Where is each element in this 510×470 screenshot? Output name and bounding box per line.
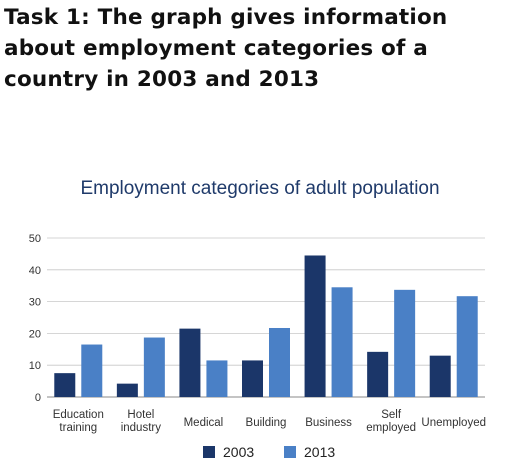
y-tick-label: 20	[29, 328, 41, 340]
legend-swatch-2003	[203, 446, 215, 458]
task-heading: Task 1: The graph gives information abou…	[4, 5, 448, 92]
bar-2003-unemployed	[429, 355, 451, 397]
bar-2013-medical	[206, 360, 228, 397]
y-tick-label: 0	[35, 392, 41, 404]
y-axis-tick-labels: 0 10 20 30 40 50	[29, 233, 41, 404]
y-tick-label: 30	[29, 297, 41, 309]
legend-label-2013: 2013	[304, 444, 336, 460]
x-category-label: Medical	[184, 417, 224, 429]
bar-2013-hotel-industry	[143, 337, 165, 397]
legend-swatch-2013	[284, 446, 296, 458]
x-category-label: Unemployed	[421, 417, 486, 429]
bar-2003-building	[242, 360, 263, 397]
bar-2003-education-training	[54, 373, 76, 397]
y-tick-label: 50	[29, 233, 41, 245]
x-category-label: Hotel industry	[121, 409, 162, 434]
bar-2013-building	[269, 327, 290, 397]
x-category-label: Building	[246, 417, 287, 429]
bar-2003-medical	[179, 328, 201, 397]
legend-label-2003: 2003	[223, 444, 255, 460]
bar-2003-hotel-industry	[116, 383, 138, 397]
legend-item-2003: 2003	[203, 444, 254, 460]
bars	[54, 255, 478, 397]
x-category-label: Self employed	[366, 409, 416, 434]
bar-2003-self-employed	[367, 351, 389, 397]
chart-title: Employment categories of adult populatio…	[80, 178, 440, 199]
x-axis-category-labels: Education training Hotel industry Medical Bui…	[53, 409, 486, 434]
gridlines	[47, 237, 485, 398]
bar-2013-self-employed	[394, 289, 416, 397]
x-category-label: Education training	[53, 409, 104, 434]
bar-2003-business	[304, 255, 326, 397]
x-category-label: Business	[305, 417, 352, 429]
y-tick-label: 10	[29, 360, 41, 372]
bar-2013-business	[331, 287, 353, 397]
bar-2013-unemployed	[456, 296, 478, 397]
bar-2013-education-training	[81, 344, 103, 397]
legend: 2003 2013	[0, 444, 510, 466]
legend-item-2013: 2013	[284, 444, 335, 460]
y-tick-label: 40	[29, 265, 41, 277]
